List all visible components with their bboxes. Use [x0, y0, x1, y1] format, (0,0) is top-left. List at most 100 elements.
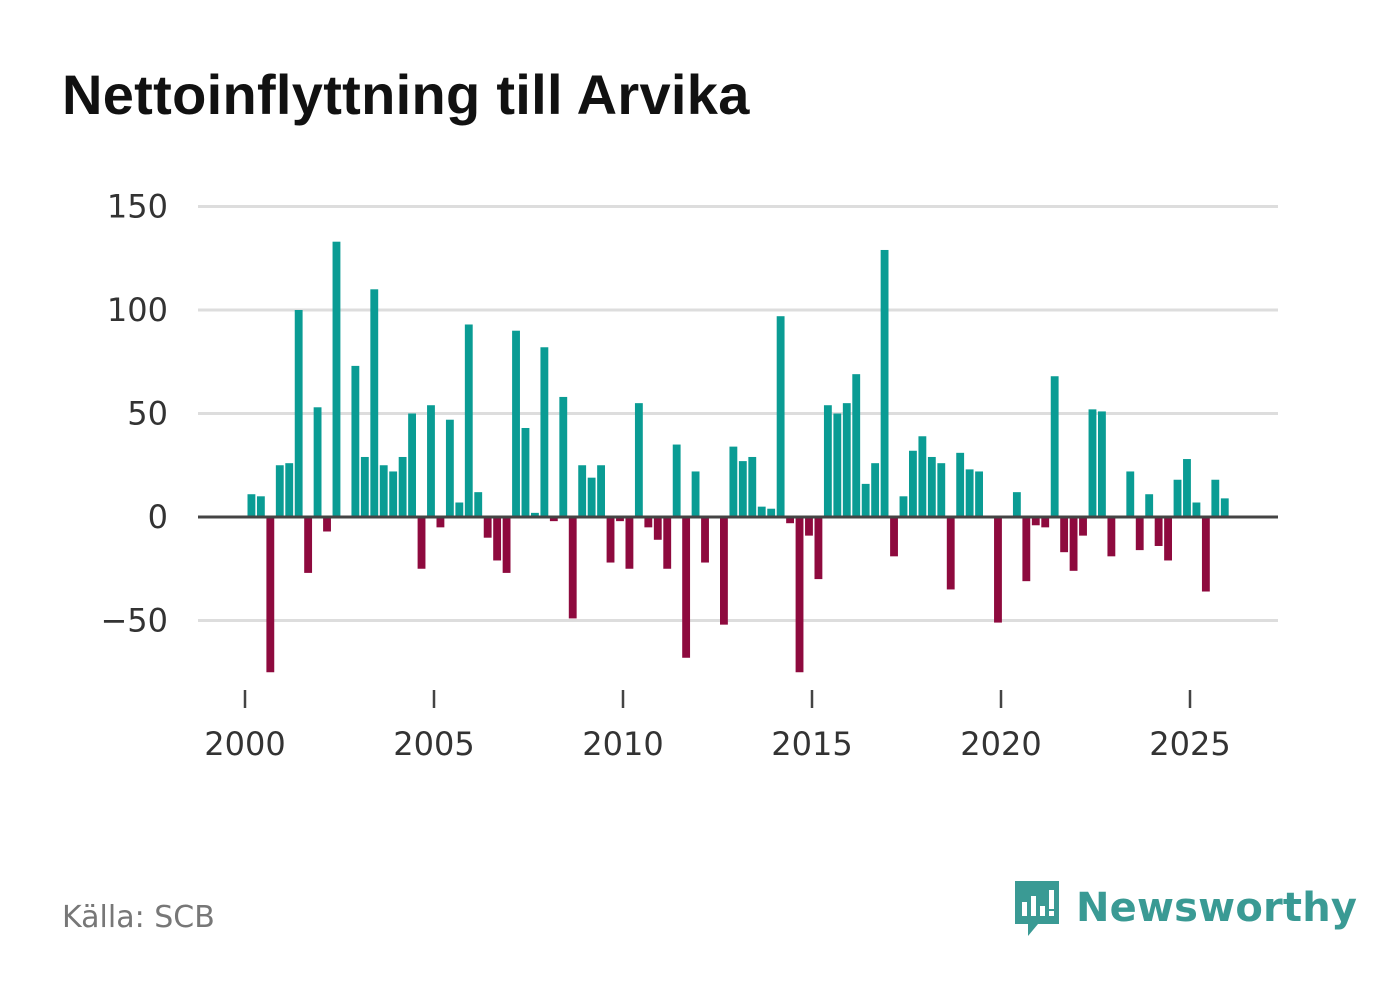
bar [1145, 494, 1154, 517]
bar [663, 517, 672, 569]
bar [587, 477, 596, 517]
x-tick-label: 2010 [582, 725, 663, 763]
bar [691, 471, 700, 517]
bar [266, 517, 275, 673]
bar [464, 324, 473, 517]
bar [701, 517, 709, 563]
bar [247, 494, 256, 517]
bar [578, 465, 587, 517]
x-tick-label: 2015 [771, 725, 852, 763]
bar [729, 446, 738, 517]
bar [531, 512, 539, 517]
bar [521, 427, 530, 517]
bar [899, 496, 908, 517]
bar [1098, 411, 1106, 517]
newsworthy-logo-icon [1015, 881, 1059, 936]
gridlines [198, 205, 1278, 622]
bar [890, 517, 898, 557]
y-tick-label: 150 [107, 188, 168, 226]
bar [275, 465, 284, 517]
bar [294, 310, 303, 517]
x-tick-label: 2000 [204, 725, 285, 763]
bar [1135, 517, 1144, 551]
bar [304, 517, 313, 573]
bar [1069, 517, 1078, 571]
bar [1012, 492, 1021, 517]
bar [417, 517, 426, 569]
bar [653, 517, 662, 540]
bar-series [247, 241, 1229, 673]
bar [918, 436, 927, 517]
bar [757, 506, 766, 517]
bar [880, 249, 889, 517]
bar [379, 465, 388, 517]
bar [1201, 517, 1210, 592]
bar [644, 517, 653, 528]
bar [1031, 517, 1040, 526]
bar [823, 405, 832, 517]
bar [1164, 517, 1172, 561]
bar [1183, 459, 1191, 517]
brand-name: Newsworthy [1076, 885, 1358, 931]
bar [1050, 376, 1059, 517]
bar [559, 396, 568, 517]
bar [1192, 502, 1201, 517]
bar [937, 463, 946, 517]
bar [389, 471, 398, 517]
bar [408, 413, 416, 517]
bar [748, 456, 757, 517]
bar [351, 365, 360, 517]
bar [540, 347, 549, 517]
bar [909, 450, 917, 517]
bar [852, 374, 861, 517]
bar [861, 483, 870, 517]
y-tick-label: −50 [100, 602, 168, 640]
source-label: Källa: SCB [62, 900, 215, 935]
bar [1088, 409, 1097, 517]
bar [1154, 517, 1163, 546]
bar [616, 517, 624, 522]
bar [720, 517, 728, 625]
bar [427, 405, 435, 517]
y-tick-label: 100 [107, 291, 168, 329]
bar [256, 496, 265, 517]
bar [398, 456, 407, 517]
y-tick-label: 50 [127, 395, 168, 433]
bar [946, 517, 955, 590]
bar [285, 463, 294, 517]
bar [956, 452, 965, 517]
bar [597, 465, 605, 517]
bar [1126, 471, 1135, 517]
bar [1211, 479, 1220, 517]
bar [965, 469, 974, 517]
bar [786, 517, 794, 524]
bar [436, 517, 445, 528]
bar [474, 492, 483, 517]
bar [445, 419, 454, 517]
bar [370, 289, 379, 517]
bar [927, 456, 936, 517]
x-tick-label: 2020 [960, 725, 1041, 763]
x-tick-label: 2025 [1149, 725, 1230, 763]
axes: 150 100 50 0 −50 2000 2005 2010 2015 2020 2025 [100, 188, 1278, 763]
bar [738, 461, 747, 517]
bar [313, 407, 322, 517]
bar [776, 316, 785, 517]
bar [634, 403, 643, 517]
bar [1220, 498, 1229, 517]
bar [1041, 517, 1050, 528]
bar [323, 517, 331, 532]
y-tick-label: 0 [148, 498, 168, 536]
bar [502, 517, 511, 573]
bar [1107, 517, 1116, 557]
bar [606, 517, 615, 563]
bar [672, 444, 681, 517]
bar [795, 517, 804, 673]
bar [483, 517, 492, 538]
bar [625, 517, 634, 569]
bar [455, 502, 464, 517]
bar [332, 241, 341, 517]
bar [360, 456, 369, 517]
brand-logo[interactable]: Newsworthy [1012, 878, 1357, 938]
bar [1022, 517, 1031, 582]
